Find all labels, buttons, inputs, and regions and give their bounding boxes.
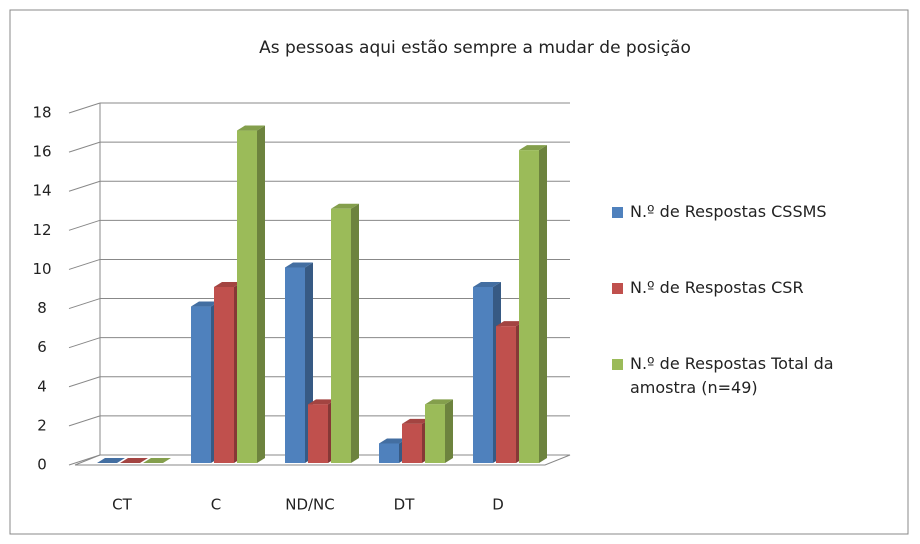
grid-line-side bbox=[68, 180, 101, 192]
chart-frame bbox=[9, 9, 909, 535]
bar bbox=[120, 458, 148, 463]
bar-front bbox=[285, 267, 305, 463]
bar-top bbox=[285, 262, 313, 268]
bar-front bbox=[402, 423, 422, 463]
legend-label: N.º de Respostas CSSMS bbox=[630, 202, 827, 221]
grid-line-side bbox=[68, 219, 101, 231]
bar bbox=[425, 399, 453, 463]
bar-side bbox=[257, 125, 265, 464]
bar-top bbox=[191, 301, 219, 307]
bar bbox=[143, 458, 171, 463]
bar-front bbox=[331, 208, 351, 463]
bar-front bbox=[519, 150, 539, 463]
bar-top bbox=[143, 458, 171, 463]
grid-line-side bbox=[68, 102, 101, 114]
y-tick-label: 4 bbox=[37, 377, 47, 395]
bar-side bbox=[445, 399, 453, 463]
bar bbox=[519, 145, 547, 463]
bar-top bbox=[402, 418, 430, 424]
legend: N.º de Respostas CSSMS N.º de Respostas C… bbox=[612, 200, 902, 452]
legend-item: N.º de Respostas Total da amostra (n=49) bbox=[612, 352, 902, 400]
bar-front bbox=[496, 326, 516, 463]
grid-line-side bbox=[68, 298, 101, 310]
x-tick-label: CT bbox=[112, 496, 132, 514]
bar-top bbox=[379, 438, 407, 444]
bar-top bbox=[519, 145, 547, 151]
bar-side bbox=[351, 203, 359, 463]
bar bbox=[237, 125, 265, 464]
grid-line-side bbox=[68, 376, 101, 388]
bar-front bbox=[425, 404, 445, 463]
bar-top bbox=[496, 321, 524, 327]
chart-title: As pessoas aqui estão sempre a mudar de … bbox=[259, 38, 691, 58]
bar-top bbox=[214, 282, 242, 287]
y-tick-label: 18 bbox=[32, 104, 51, 122]
grid-line-side bbox=[68, 258, 101, 270]
x-tick-label: ND/NC bbox=[285, 496, 335, 514]
y-tick-label: 0 bbox=[37, 456, 47, 474]
bar-front bbox=[473, 287, 493, 463]
bar-top bbox=[473, 282, 501, 287]
x-tick-label: C bbox=[211, 496, 221, 514]
bar-top bbox=[97, 458, 125, 463]
y-tick-label: 2 bbox=[37, 416, 47, 434]
bar-top bbox=[308, 399, 336, 405]
bar-top bbox=[120, 458, 148, 463]
legend-swatch bbox=[612, 207, 623, 218]
bar-front bbox=[237, 130, 257, 464]
y-tick-label: 16 bbox=[32, 143, 51, 161]
legend-swatch bbox=[612, 359, 623, 370]
bar-top bbox=[331, 203, 359, 209]
y-tick-label: 6 bbox=[37, 338, 47, 356]
legend-item: N.º de Respostas CSSMS bbox=[612, 200, 902, 224]
legend-item: N.º de Respostas CSR bbox=[612, 276, 902, 300]
grid-line-side bbox=[68, 337, 101, 349]
legend-label: N.º de Respostas Total da amostra (n=49) bbox=[630, 354, 834, 397]
y-tick-label: 14 bbox=[32, 182, 51, 200]
y-tick-label: 8 bbox=[37, 299, 47, 317]
bar-side bbox=[539, 145, 547, 463]
bar-top bbox=[237, 125, 265, 131]
y-tick-label: 12 bbox=[32, 221, 51, 239]
y-tick-label: 10 bbox=[32, 260, 51, 278]
bar bbox=[331, 203, 359, 463]
x-tick-label: D bbox=[492, 496, 504, 514]
grid-line-side bbox=[68, 454, 101, 466]
bar-front bbox=[379, 443, 399, 463]
bar-front bbox=[191, 306, 211, 463]
bar-top bbox=[425, 399, 453, 405]
bar bbox=[97, 458, 125, 463]
bar-front bbox=[214, 287, 234, 463]
x-tick-label: DT bbox=[394, 496, 416, 514]
legend-label: N.º de Respostas CSR bbox=[630, 278, 804, 297]
grid-line-side bbox=[68, 415, 101, 427]
legend-swatch bbox=[612, 283, 623, 294]
bar-front bbox=[308, 404, 328, 463]
grid-line-side bbox=[68, 141, 101, 153]
